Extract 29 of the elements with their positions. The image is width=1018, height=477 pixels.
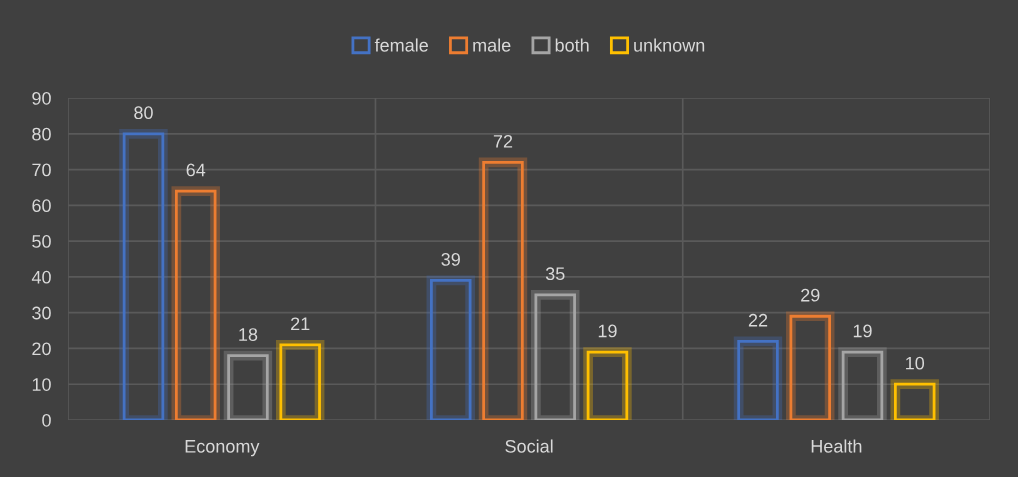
y-tick-label: 60 <box>32 199 51 213</box>
data-label: 72 <box>493 134 513 148</box>
x-tick-label: Health <box>811 439 862 453</box>
y-tick-label: 0 <box>42 413 51 427</box>
y-tick-label: 70 <box>32 163 51 177</box>
y-tick-label: 80 <box>32 127 51 141</box>
y-tick-label: 10 <box>32 378 51 391</box>
legend-label: male <box>473 38 511 52</box>
y-tick-label: 90 <box>32 91 51 105</box>
data-label: 21 <box>291 317 310 331</box>
legend-label: both <box>555 38 589 52</box>
legend-label: female <box>374 38 428 52</box>
x-tick-label: Social <box>505 439 553 453</box>
data-label: 18 <box>239 328 258 341</box>
data-label: 35 <box>545 267 565 281</box>
y-tick-label: 50 <box>32 235 51 248</box>
y-tick-label: 20 <box>32 342 51 356</box>
data-label: 29 <box>801 288 820 302</box>
data-label: 80 <box>134 106 153 120</box>
x-tick-label: Economy <box>185 440 260 457</box>
y-tick-label: 30 <box>32 306 51 320</box>
legend-label: unknown <box>634 38 705 52</box>
data-label: 19 <box>598 324 617 338</box>
data-label: 22 <box>748 313 768 327</box>
data-label: 10 <box>906 356 925 370</box>
data-label: 19 <box>853 324 872 338</box>
data-label: 39 <box>441 253 460 266</box>
data-label: 64 <box>186 163 206 177</box>
y-tick-label: 40 <box>31 270 51 284</box>
